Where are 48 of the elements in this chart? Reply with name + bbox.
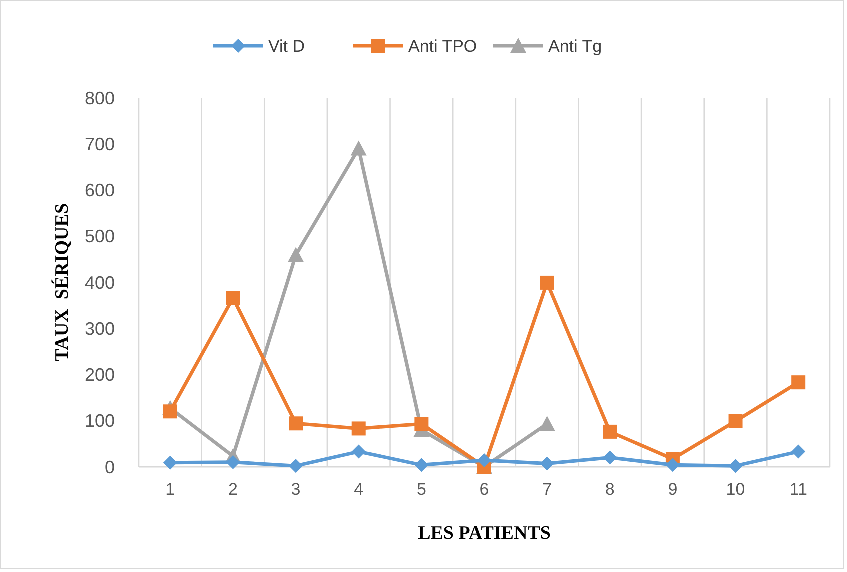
point [792, 376, 806, 390]
x-tick-label: 3 [291, 480, 301, 499]
y-tick-label: 700 [84, 134, 115, 154]
y-axis-title: TAUX SÉRIQUES [51, 203, 73, 362]
point [226, 455, 240, 470]
point [289, 459, 304, 474]
point [728, 414, 743, 428]
point [540, 456, 554, 471]
point [414, 417, 429, 432]
x-axis-title: LES PATIENTS [418, 523, 551, 544]
point [728, 459, 743, 474]
point [540, 276, 554, 290]
point [352, 444, 366, 459]
x-tick-label: 11 [790, 480, 808, 499]
x-tick-label: 2 [228, 480, 238, 499]
point [478, 454, 492, 468]
point [288, 247, 304, 262]
point [163, 404, 178, 419]
y-tick-label: 800 [84, 88, 115, 108]
point [163, 456, 178, 470]
y-tick-label: 500 [84, 226, 115, 247]
legend-label: Anti Tg [548, 36, 602, 56]
x-tick-label: 4 [354, 480, 364, 499]
point [603, 450, 618, 465]
x-tick-label: 6 [480, 480, 490, 499]
x-tick-label: 9 [668, 480, 678, 499]
point [666, 458, 680, 472]
x-tick-label: 7 [542, 480, 552, 499]
y-tick-label: 600 [84, 180, 115, 201]
y-tick-label: 400 [84, 272, 115, 293]
y-tick-label: 200 [84, 365, 115, 386]
y-tick-label: 0 [104, 457, 115, 478]
point [414, 458, 429, 472]
x-tick-label: 8 [605, 480, 615, 499]
y-tick-label: 300 [84, 318, 115, 339]
legend-label: Vit D [268, 36, 306, 56]
x-tick-label: 1 [166, 480, 176, 499]
legend-label: Anti TPO [408, 36, 478, 56]
x-tick-label: 10 [726, 480, 746, 499]
point [352, 422, 366, 436]
point [603, 424, 618, 439]
point [226, 291, 240, 306]
point [539, 416, 556, 432]
x-tick-label: 5 [416, 480, 426, 499]
point [289, 416, 304, 431]
point [792, 444, 806, 459]
point [350, 140, 367, 156]
y-tick-label: 100 [84, 411, 115, 432]
